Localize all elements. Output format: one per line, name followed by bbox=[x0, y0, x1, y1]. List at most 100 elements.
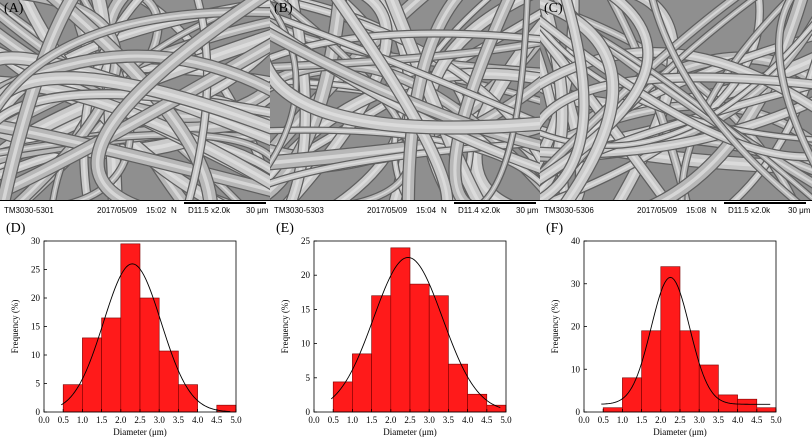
x-axis-label: Diameter (μm) bbox=[383, 427, 437, 437]
y-tick-label: 5 bbox=[36, 379, 41, 389]
histogram-bar bbox=[352, 353, 372, 413]
x-tick-label: 4.5 bbox=[211, 415, 223, 425]
histogram-bar bbox=[390, 247, 411, 413]
histogram-bar bbox=[467, 393, 488, 413]
panel-label: (A) bbox=[4, 1, 24, 16]
sem-info-bar: TM3030-5303 2017/05/09 15:04 N D11.4 x2.… bbox=[270, 200, 540, 219]
histogram-bar bbox=[139, 297, 160, 413]
y-tick-label: 40 bbox=[571, 236, 581, 246]
x-tick-label: 2.5 bbox=[134, 415, 146, 425]
histogram-bar bbox=[756, 407, 777, 413]
y-tick-label: 20 bbox=[31, 293, 41, 303]
histogram-bar bbox=[679, 330, 700, 413]
sem-info-bar: TM3030-5306 2017/05/09 15:08 N D11.5 x2.… bbox=[540, 200, 812, 219]
x-tick-label: 2.0 bbox=[655, 415, 667, 425]
histogram-bar bbox=[158, 350, 179, 413]
chart-panel-label: (F) bbox=[546, 221, 564, 236]
x-tick-label: 2.5 bbox=[674, 415, 686, 425]
instrument-id: TM3030-5303 bbox=[274, 206, 324, 215]
chart-svg: 0.0 0.5 1.0 1.5 2.0 2.5 3.0 3.5 4.0 4.5 5.0 0 5 10 15 2… bbox=[10, 236, 242, 437]
x-axis-label: Diameter (μm) bbox=[113, 427, 167, 437]
histogram-f: 0.0 0.5 1.0 1.5 2.0 2.5 3.0 3.5 4.0 4.5 5.0 0 10 20 30… bbox=[540, 219, 812, 441]
histogram-bar bbox=[101, 317, 122, 413]
mode: N bbox=[171, 206, 177, 215]
fiber-texture bbox=[540, 0, 812, 200]
x-tick-label: 1.0 bbox=[77, 415, 89, 425]
chart-svg: 0.0 0.5 1.0 1.5 2.0 2.5 3.0 3.5 4.0 4.5 5.0 0 5 10 15 2… bbox=[280, 236, 512, 437]
histogram-bar bbox=[428, 295, 449, 413]
y-tick-label: 10 bbox=[301, 339, 311, 349]
y-tick-label: 10 bbox=[571, 364, 581, 374]
gaussian-fit-curve bbox=[601, 276, 771, 405]
fiber-texture bbox=[270, 0, 540, 200]
x-tick-label: 1.0 bbox=[347, 415, 359, 425]
gaussian-fit-curve bbox=[330, 256, 501, 409]
histogram-bar bbox=[409, 283, 430, 413]
y-tick-label: 15 bbox=[31, 322, 41, 332]
x-tick-label: 5.0 bbox=[500, 415, 512, 425]
capture-date: 2017/05/09 bbox=[637, 206, 678, 215]
fiber-texture bbox=[0, 0, 270, 200]
histogram-bar bbox=[82, 337, 102, 413]
y-tick-label: 0 bbox=[36, 407, 41, 417]
x-tick-label: 4.0 bbox=[732, 415, 744, 425]
sem-image-c: (C) TM3030-5306 2017/05/09 15:08 N D11.5… bbox=[540, 0, 812, 219]
x-tick-label: 1.5 bbox=[636, 415, 648, 425]
y-tick-label: 10 bbox=[31, 350, 41, 360]
x-tick-label: 2.5 bbox=[404, 415, 416, 425]
scale-bar bbox=[724, 202, 806, 204]
x-tick-label: 5.0 bbox=[230, 415, 242, 425]
chart-panel-label: (E) bbox=[276, 221, 294, 236]
x-tick-label: 0.0 bbox=[578, 415, 590, 425]
mode: N bbox=[441, 206, 447, 215]
settings: D11.5 x2.0k bbox=[728, 206, 771, 215]
x-tick-label: 4.5 bbox=[481, 415, 493, 425]
y-tick-label: 15 bbox=[301, 304, 311, 314]
x-tick-label: 1.5 bbox=[366, 415, 378, 425]
y-axis-label: Frequency (%) bbox=[10, 300, 20, 354]
histogram-bar bbox=[660, 266, 681, 413]
y-tick-label: 20 bbox=[571, 322, 581, 332]
x-tick-label: 5.0 bbox=[770, 415, 782, 425]
y-tick-label: 25 bbox=[301, 236, 311, 246]
x-tick-label: 3.5 bbox=[443, 415, 455, 425]
x-tick-label: 1.0 bbox=[617, 415, 629, 425]
histogram-d: 0.0 0.5 1.0 1.5 2.0 2.5 3.0 3.5 4.0 4.5 5.0 0 5 10 15 2… bbox=[0, 219, 270, 441]
x-tick-label: 2.0 bbox=[115, 415, 127, 425]
x-tick-label: 2.0 bbox=[385, 415, 397, 425]
y-tick-label: 30 bbox=[571, 279, 581, 289]
x-axis-label: Diameter (μm) bbox=[653, 427, 707, 437]
x-tick-label: 4.0 bbox=[192, 415, 204, 425]
y-axis-label: Frequency (%) bbox=[550, 300, 560, 354]
chart-panel-label: (D) bbox=[6, 221, 26, 236]
histogram-bar bbox=[62, 384, 83, 413]
y-tick-label: 5 bbox=[306, 373, 311, 383]
sem-image-a: (A) TM3030-5301 2017/05/09 15:02 N D11.5… bbox=[0, 0, 270, 219]
histogram-bar bbox=[622, 377, 642, 413]
x-tick-label: 0.0 bbox=[308, 415, 320, 425]
histogram-bar bbox=[371, 295, 392, 413]
scale-bar bbox=[454, 202, 536, 204]
scale-label: 30 μm bbox=[246, 206, 269, 215]
scale-label: 30 μm bbox=[788, 206, 811, 215]
x-tick-label: 3.5 bbox=[173, 415, 185, 425]
histogram-bar bbox=[641, 330, 662, 413]
x-tick-label: 3.0 bbox=[154, 415, 166, 425]
x-tick-label: 4.5 bbox=[751, 415, 763, 425]
y-tick-label: 20 bbox=[301, 270, 311, 280]
scale-bar bbox=[184, 202, 266, 204]
x-tick-label: 0.5 bbox=[598, 415, 610, 425]
instrument-id: TM3030-5306 bbox=[544, 206, 594, 215]
x-tick-label: 3.0 bbox=[694, 415, 706, 425]
x-tick-label: 3.0 bbox=[424, 415, 436, 425]
histogram-bar bbox=[120, 243, 141, 413]
capture-time: 15:08 bbox=[686, 206, 707, 215]
x-tick-label: 4.0 bbox=[462, 415, 474, 425]
chart-svg: 0.0 0.5 1.0 1.5 2.0 2.5 3.0 3.5 4.0 4.5 5.0 0 10 20 30… bbox=[550, 236, 782, 437]
y-tick-label: 0 bbox=[306, 407, 311, 417]
histogram-e: 0.0 0.5 1.0 1.5 2.0 2.5 3.0 3.5 4.0 4.5 5.0 0 5 10 15 2… bbox=[270, 219, 540, 441]
settings: D11.5 x2.0k bbox=[188, 206, 231, 215]
histogram-bar bbox=[737, 398, 758, 413]
histogram-bar bbox=[602, 407, 623, 413]
instrument-id: TM3030-5301 bbox=[4, 206, 54, 215]
